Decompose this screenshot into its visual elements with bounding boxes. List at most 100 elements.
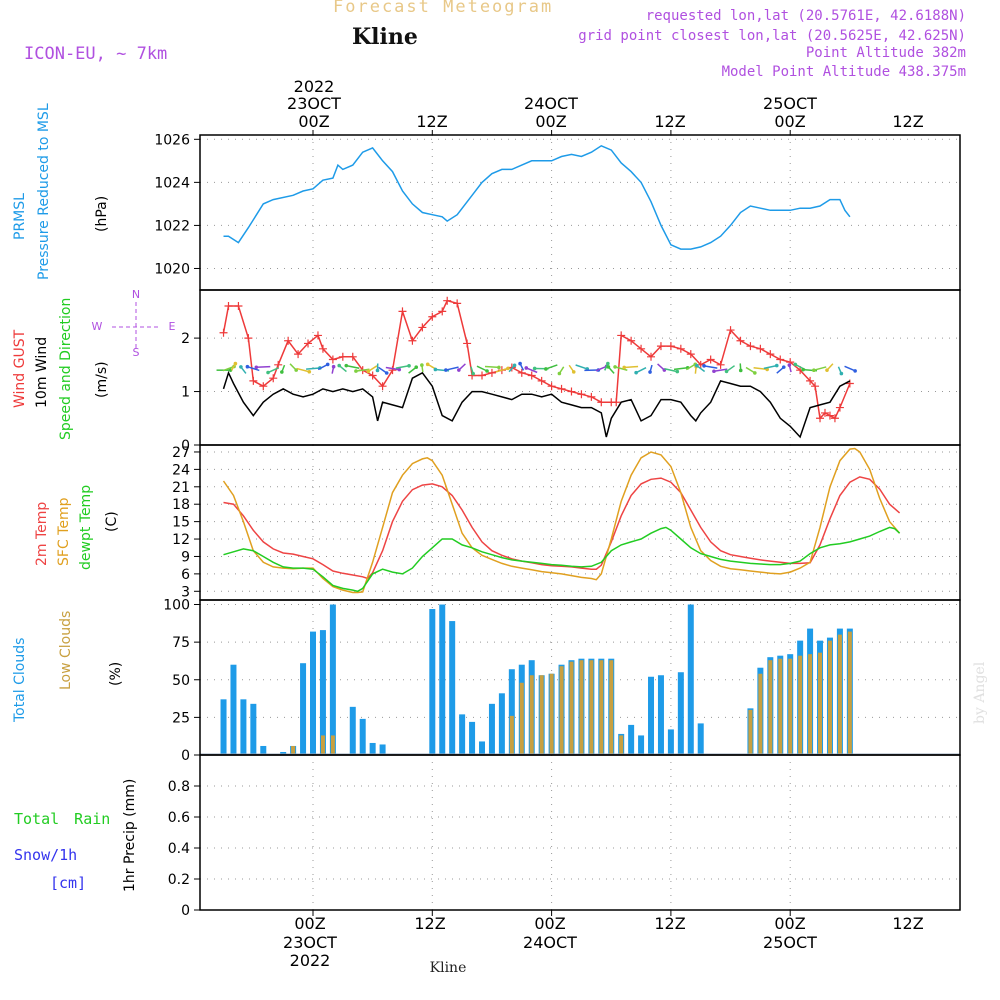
gust-marker: [537, 376, 546, 385]
wind-arrow: [476, 365, 488, 372]
y-tick-label: 50: [172, 673, 190, 689]
wind-arrow-head: [506, 366, 510, 371]
wind-arrow-head: [613, 365, 617, 369]
wind-arrow: [222, 365, 235, 372]
wind-arrow-head: [425, 362, 430, 367]
celsius-unit: (C): [104, 511, 120, 532]
wind-arrow: [445, 366, 459, 371]
wind-arrow-head: [774, 363, 779, 368]
gust-marker: [478, 371, 487, 380]
percent-unit: (%): [108, 662, 124, 686]
gust-marker: [811, 382, 820, 391]
low-cloud-bar: [529, 675, 534, 755]
wind-arrow-head: [801, 367, 805, 372]
gust-label: Wind GUST: [12, 329, 28, 408]
wind-arrow: [355, 368, 370, 372]
wind-arrow: [484, 365, 499, 369]
gust-marker: [284, 336, 293, 345]
total-cloud-bar: [459, 714, 466, 755]
wind-arrow: [385, 366, 400, 371]
total-cloud-bar: [310, 631, 316, 755]
model-altitude: Model Point Altitude 438.375m: [721, 64, 966, 80]
svg-text:E: E: [169, 320, 176, 333]
bottom-date-3: 25OCT: [763, 933, 817, 952]
wind-arrow-head: [793, 362, 798, 367]
y-tick-label: 9: [181, 549, 190, 565]
y-tick-label: 0.2: [168, 872, 190, 888]
wind-arrow-head: [622, 365, 627, 370]
bottom-hour-3: 00Z: [534, 914, 565, 933]
wind-arrow: [395, 365, 410, 369]
wind-arrow-head: [344, 363, 349, 368]
low-cloud-bar: [798, 655, 803, 755]
wind-arrow-head: [497, 365, 501, 370]
wind-arrow-head: [812, 368, 816, 373]
wind-arrow-head: [606, 365, 611, 369]
total-cloud-bar: [449, 621, 456, 755]
wind-arrow-head: [337, 363, 342, 368]
top-hour-3: 00Z: [535, 112, 566, 131]
bottom-hour-1: 00Z: [294, 914, 325, 933]
svg-text:N: N: [132, 288, 140, 301]
wind-arrow-head: [397, 367, 402, 372]
low-cloud-bar: [808, 654, 813, 755]
gust-marker: [328, 355, 337, 364]
wind-arrow-head: [544, 367, 548, 371]
gust-marker: [686, 350, 695, 359]
total-cloud-bar: [369, 742, 376, 755]
wind-arrow-head: [433, 367, 438, 372]
y-tick-label: 0: [181, 903, 190, 919]
top-hour-2: 12Z: [416, 112, 447, 131]
y-tick-label: 2: [181, 331, 190, 347]
series-line-prmsl: [223, 144, 851, 250]
total-cloud-bar: [648, 676, 655, 755]
panel-clouds: [200, 604, 960, 755]
y-tick-label: 1: [181, 385, 190, 401]
y-tick-label: 1020: [154, 261, 190, 277]
gust-marker: [706, 355, 715, 364]
wind-arrow: [763, 364, 777, 370]
total-cloud-bar: [479, 741, 486, 755]
grid-point-coords: grid point closest lon,lat (20.5625E, 42…: [578, 28, 966, 44]
total-rain-label: Total Rain: [14, 810, 110, 828]
panel-wind: [216, 296, 857, 439]
chart-title: Forecast Meteogram: [333, 0, 554, 17]
wind-arrow-head: [695, 363, 699, 368]
gust-marker: [736, 336, 745, 345]
wind-arrow: [713, 368, 728, 372]
temp2m-label: 2m Temp: [34, 502, 50, 566]
footer-station: Kline: [430, 960, 467, 976]
y-tick-label: 1024: [154, 175, 190, 191]
gust-marker: [338, 352, 347, 361]
gust-marker: [438, 307, 447, 316]
y-tick-label: 12: [172, 532, 190, 548]
low-cloud-bar: [320, 735, 325, 755]
snow-label: Snow/1h: [14, 846, 77, 864]
grid-layer: [200, 135, 960, 911]
wind-arrow-head: [485, 369, 489, 373]
gust-marker: [716, 360, 725, 369]
wind-arrow-head: [325, 362, 330, 367]
wind-arrow-head: [266, 370, 270, 375]
y-tick-label: 1026: [154, 132, 190, 148]
wind-arrow-head: [366, 369, 371, 374]
low-cloud-bar: [619, 735, 624, 755]
series-line-sfc-temp: [222, 447, 901, 594]
total-cloud-bar: [657, 675, 664, 755]
gust-marker: [318, 344, 327, 353]
gust-marker: [259, 382, 268, 391]
y-tick-label: 75: [172, 635, 190, 651]
y-tick-label: 24: [172, 462, 190, 478]
gust-marker: [348, 352, 357, 361]
total-cloud-bar: [439, 604, 446, 755]
wind-arrow: [844, 365, 856, 372]
series-line-wind-gust: [222, 299, 851, 420]
total-cloud-bar: [280, 751, 287, 755]
speed-dir-label: Speed and Direction: [58, 298, 74, 440]
y-tick-label: 3: [181, 584, 190, 600]
total-cloud-bar: [230, 664, 237, 755]
top-hour-5: 00Z: [774, 112, 805, 131]
y-tick-label: 15: [172, 515, 190, 531]
wind-arrow-head: [634, 370, 638, 375]
gust-marker: [313, 331, 322, 340]
